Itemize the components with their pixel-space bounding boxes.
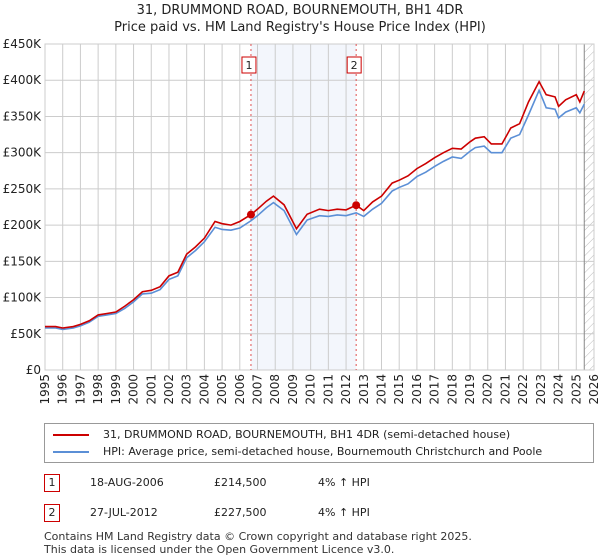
x-tick-label: 1998 xyxy=(91,374,105,405)
x-tick-label: 1999 xyxy=(109,374,123,405)
x-tick-label: 2003 xyxy=(180,374,194,405)
forecast-hatch xyxy=(584,44,594,370)
price-chart: 1995 1996 1997 1998 1999 2000 2001 2002 2003 2004… xyxy=(3,37,600,405)
x-tick-label: 2001 xyxy=(144,374,158,405)
sale-marker-badge: 2 xyxy=(44,504,60,522)
x-tick-label: 2025 xyxy=(569,374,583,405)
legend-label: HPI: Average price, semi-detached house,… xyxy=(103,445,543,458)
plot-frame xyxy=(44,43,595,371)
x-tick-label: 2008 xyxy=(268,374,282,405)
x-tick-label: 2002 xyxy=(162,374,176,405)
x-tick-label: 2020 xyxy=(481,374,495,405)
x-tick-label: 1996 xyxy=(56,374,70,405)
y-tick-label: £250K xyxy=(3,182,43,196)
y-tick-label: £150K xyxy=(3,254,43,268)
table-row: 2 27-JUL-2012 £227,500 4% ↑ HPI xyxy=(44,504,544,524)
legend-item-property: 31, DRUMMOND ROAD, BOURNEMOUTH, BH1 4DR … xyxy=(53,428,510,442)
x-tick-label: 2005 xyxy=(215,374,229,405)
sale-price: £227,500 xyxy=(214,506,267,519)
subtitle-line: Price paid vs. HM Land Registry's House … xyxy=(114,20,486,35)
sale-marker-badge: 1 xyxy=(44,474,60,492)
x-tick-label: 2015 xyxy=(392,374,406,405)
y-tick-label: £350K xyxy=(3,109,43,123)
x-tick-label: 2006 xyxy=(233,374,247,405)
legend: 31, DRUMMOND ROAD, BOURNEMOUTH, BH1 4DR … xyxy=(44,423,594,463)
x-tick-label: 2017 xyxy=(428,374,442,405)
sale-badge-label: 1 xyxy=(245,59,252,72)
legend-label: 31, DRUMMOND ROAD, BOURNEMOUTH, BH1 4DR … xyxy=(103,428,511,441)
y-tick-label: £400K xyxy=(3,73,43,87)
x-tick-label: 2026 xyxy=(587,374,600,405)
x-tick-label: 2024 xyxy=(552,374,566,405)
x-tick-label: 2011 xyxy=(321,374,335,405)
sale-badge-label: 2 xyxy=(351,59,358,72)
sale-date: 27-JUL-2012 xyxy=(90,506,158,519)
x-tick-label: 2012 xyxy=(339,374,353,405)
property-series-line xyxy=(45,79,586,329)
x-tick-label: 2009 xyxy=(286,374,300,405)
y-tick-label: £100K xyxy=(3,291,43,305)
footer: Contains HM Land Registry data © Crown c… xyxy=(44,530,472,556)
x-tick-label: 2021 xyxy=(498,374,512,405)
sale-price: £214,500 xyxy=(214,476,267,489)
y-tick-label: £200K xyxy=(3,218,43,232)
x-tick-label: 2018 xyxy=(445,374,459,405)
x-tick-label: 2007 xyxy=(251,374,265,405)
y-tick-label: £450K xyxy=(3,37,43,51)
sale-badge-box xyxy=(346,56,362,74)
y-tick-label: £300K xyxy=(3,146,43,160)
x-tick-label: 2016 xyxy=(410,374,424,405)
x-tick-label: 2000 xyxy=(127,374,141,405)
red-line-swatch xyxy=(53,434,89,436)
x-tick-label: 2019 xyxy=(463,374,477,405)
sale-date: 18-AUG-2006 xyxy=(90,476,164,489)
sale-point xyxy=(246,210,255,219)
y-tick-label: £0 xyxy=(26,363,41,377)
hpi-diff: 4% ↑ HPI xyxy=(318,476,370,489)
chart-title: 31, DRUMMOND ROAD, BOURNEMOUTH, BH1 4DR P… xyxy=(0,2,600,36)
x-tick-label: 1997 xyxy=(73,374,87,405)
x-tick-label: 2010 xyxy=(304,374,318,405)
legend-item-hpi: HPI: Average price, semi-detached house,… xyxy=(53,445,542,459)
x-tick-label: 2022 xyxy=(516,374,530,405)
x-tick-label: 2013 xyxy=(357,374,371,405)
copyright-text: Contains HM Land Registry data © Crown c… xyxy=(44,530,472,543)
x-tick-label: 2004 xyxy=(197,374,211,405)
title-line: 31, DRUMMOND ROAD, BOURNEMOUTH, BH1 4DR xyxy=(136,3,464,18)
x-tick-label: 2014 xyxy=(374,374,388,405)
x-tick-label: 2023 xyxy=(534,374,548,405)
hpi-diff: 4% ↑ HPI xyxy=(318,506,370,519)
licence-text: This data is licensed under the Open Gov… xyxy=(44,543,395,556)
y-tick-label: £50K xyxy=(10,327,42,341)
table-row: 1 18-AUG-2006 £214,500 4% ↑ HPI xyxy=(44,474,544,494)
hpi-series-line xyxy=(45,88,585,331)
sale-badge-box xyxy=(241,56,257,74)
blue-line-swatch xyxy=(53,451,89,453)
x-tick-label: 1995 xyxy=(38,374,52,405)
sale-point xyxy=(352,201,361,210)
